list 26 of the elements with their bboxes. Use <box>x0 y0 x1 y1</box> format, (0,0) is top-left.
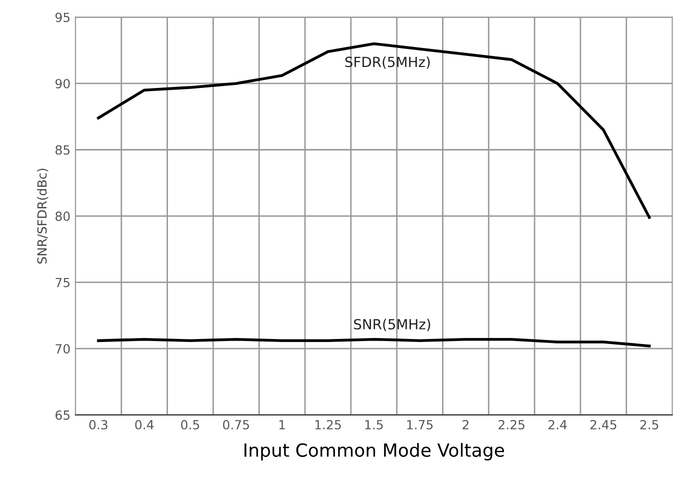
x-tick-label: 0.4 <box>135 420 154 430</box>
x-axis-title: Input Common Mode Voltage <box>244 442 504 460</box>
line-series <box>97 338 651 348</box>
series-label: SFDR(5MHz) <box>345 56 430 69</box>
x-tick-label: 1.25 <box>315 420 341 430</box>
y-tick-label: 85 <box>56 145 70 155</box>
x-tick-label: 1.75 <box>407 420 433 430</box>
series-label: SNR(5MHz) <box>354 318 430 332</box>
y-tick-label: 65 <box>56 410 70 420</box>
x-tick-label: 0.75 <box>223 420 249 430</box>
y-tick-label: 80 <box>56 212 70 221</box>
y-axis-title: SNR/SFDR(dBc) <box>37 168 48 264</box>
x-tick-label: 2.4 <box>548 420 567 430</box>
y-tick-label: 95 <box>55 12 70 22</box>
y-tick-label: 75 <box>56 278 70 288</box>
line-series <box>97 42 651 219</box>
x-tick-label: 2.25 <box>498 420 524 430</box>
x-tick-label: 2 <box>462 420 468 430</box>
y-tick-label: 70 <box>56 344 70 354</box>
x-tick-label: 0.5 <box>181 420 200 430</box>
x-tick-label: 2.45 <box>590 420 616 430</box>
y-tick-label: 90 <box>55 78 70 88</box>
x-tick-label: 0.3 <box>89 420 108 430</box>
x-tick-label: 2.5 <box>640 420 658 430</box>
x-tick-label: 1 <box>279 420 285 430</box>
x-tick-label: 1.5 <box>365 420 383 430</box>
